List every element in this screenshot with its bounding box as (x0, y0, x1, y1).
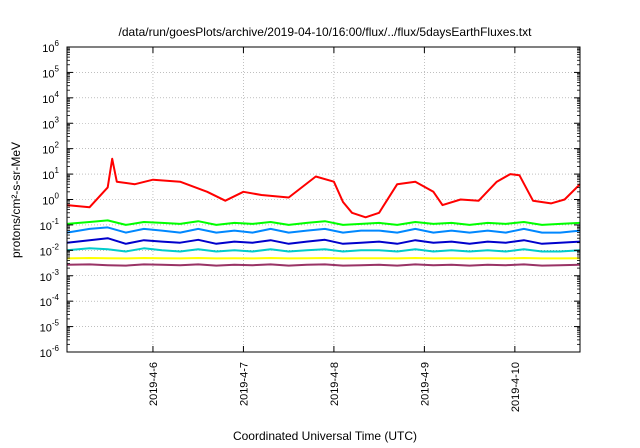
series-line-3 (66, 237, 581, 245)
x-tick-label: 2019-4-7 (238, 362, 250, 406)
y-axis-ticks: 106 105 104 103 102 101 100 10-1 10-2 10-3 10-4 10-… (40, 39, 580, 360)
x-axis-ticks: 2019-4-6 2019-4-7 2019-4-8 2019-4-9 2019-4-1… (148, 47, 522, 412)
y-tick-label: 10-6 (40, 344, 60, 360)
y-axis-label: protons/cm²-s-sr-MeV (9, 142, 23, 258)
series-line-6 (66, 263, 581, 267)
y-tick-label: 10-1 (40, 217, 60, 233)
plot-frame (66, 46, 581, 353)
x-tick-label: 2019-4-10 (510, 362, 522, 412)
series-line-4 (66, 247, 581, 253)
y-tick-label: 103 (42, 115, 59, 131)
x-tick-label: 2019-4-8 (329, 362, 341, 406)
series-line-1 (66, 219, 581, 226)
y-tick-label: 106 (42, 39, 59, 55)
y-tick-label: 10-2 (40, 242, 60, 258)
series-line-0 (66, 157, 581, 219)
x-tick-label: 2019-4-6 (148, 362, 160, 406)
y-tick-label: 10-4 (40, 293, 60, 309)
y-tick-label: 105 (42, 64, 59, 80)
x-tick-label: 2019-4-9 (419, 362, 431, 406)
series-line-2 (66, 226, 581, 234)
chart-title: /data/run/goesPlots/archive/2019-04-10/1… (119, 25, 533, 39)
grid-lines (67, 47, 580, 352)
y-tick-label: 10-5 (40, 319, 60, 335)
data-series (66, 157, 581, 267)
y-tick-label: 101 (42, 166, 59, 182)
y-tick-label: 100 (42, 192, 59, 208)
x-axis-label: Coordinated Universal Time (UTC) (233, 429, 417, 443)
y-tick-label: 104 (42, 90, 59, 106)
y-tick-label: 102 (42, 141, 59, 157)
y-tick-label: 10-3 (40, 268, 60, 284)
